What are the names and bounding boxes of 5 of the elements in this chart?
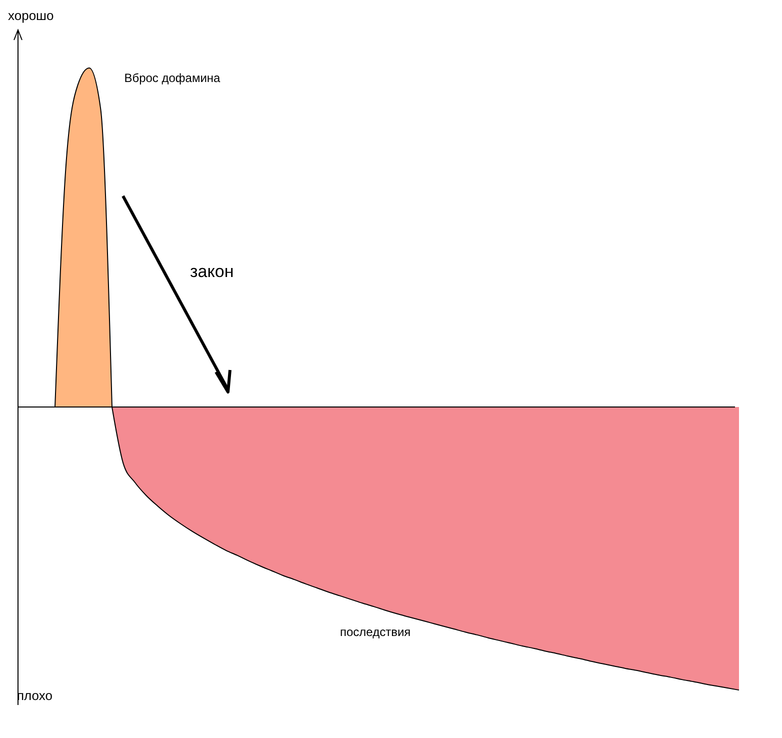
- text: Вброс дофамина: [124, 71, 221, 85]
- text: хорошо: [8, 8, 54, 23]
- annotation: закон: [190, 262, 234, 281]
- series-label: последствия: [340, 624, 411, 639]
- annotation: плохо: [17, 688, 52, 703]
